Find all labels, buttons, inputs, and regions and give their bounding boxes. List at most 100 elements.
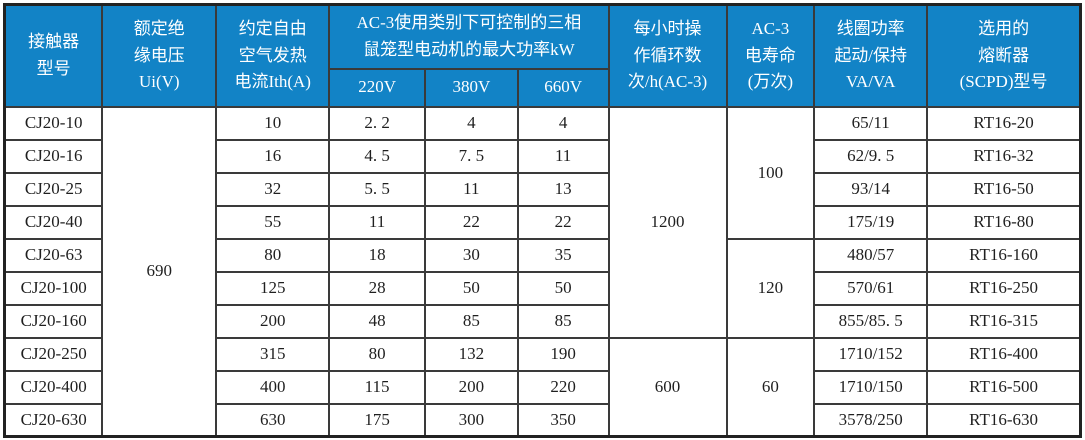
cell-electrical-life: 100 [725, 105, 816, 240]
col-header-660v: 660V [516, 67, 610, 108]
cell-cycles-per-hour: 600 [607, 336, 728, 438]
table-row: CJ20-63 80 18 30 35 120 480/57 RT16-160 [3, 237, 1082, 339]
cell-coil-power: 3578/250 [813, 402, 929, 438]
cell-power-380v: 30 [423, 237, 519, 273]
cell-model: CJ20-25 [3, 171, 104, 207]
cell-insulation-voltage: 690 [101, 105, 218, 438]
cell-fuse-model: RT16-20 [926, 105, 1082, 141]
cell-thermal-current: 400 [215, 369, 331, 405]
col-header-thermal-current: 约定自由 空气发热 电流Ith(A) [215, 3, 331, 108]
cell-thermal-current: 80 [215, 237, 331, 273]
cell-power-380v: 4 [423, 105, 519, 141]
table-header: 接触器 型号 额定绝 缘电压 Ui(V) 约定自由 空气发热 电流Ith(A) … [3, 3, 1082, 108]
table-row: CJ20-630 630 175 300 350 3578/250 RT16-6… [3, 402, 1082, 438]
cell-model: CJ20-400 [3, 369, 104, 405]
cell-thermal-current: 630 [215, 402, 331, 438]
cell-fuse-model: RT16-80 [926, 204, 1082, 240]
cell-model: CJ20-160 [3, 303, 104, 339]
cell-power-660v: 35 [516, 237, 610, 273]
cell-power-380v: 85 [423, 303, 519, 339]
cell-power-660v: 50 [516, 270, 610, 306]
col-header-insulation-voltage: 额定绝 缘电压 Ui(V) [101, 3, 218, 108]
cell-power-220v: 175 [328, 402, 426, 438]
cell-power-380v: 22 [423, 204, 519, 240]
contactor-spec-table: 接触器 型号 额定绝 缘电压 Ui(V) 约定自由 空气发热 电流Ith(A) … [3, 3, 1082, 438]
cell-coil-power: 62/9. 5 [813, 138, 929, 174]
cell-power-220v: 4. 5 [328, 138, 426, 174]
cell-thermal-current: 55 [215, 204, 331, 240]
table-row: CJ20-40 55 11 22 22 175/19 RT16-80 [3, 204, 1082, 240]
col-header-fuse-model: 选用的 熔断器 (SCPD)型号 [926, 3, 1082, 108]
table-row: CJ20-160 200 48 85 85 855/85. 5 RT16-315 [3, 303, 1082, 339]
cell-fuse-model: RT16-32 [926, 138, 1082, 174]
cell-thermal-current: 315 [215, 336, 331, 372]
col-header-380v: 380V [423, 67, 519, 108]
table-row: CJ20-25 32 5. 5 11 13 93/14 RT16-50 [3, 171, 1082, 207]
cell-power-220v: 28 [328, 270, 426, 306]
cell-coil-power: 93/14 [813, 171, 929, 207]
cell-model: CJ20-16 [3, 138, 104, 174]
table-body: CJ20-10 690 10 2. 2 4 4 1200 100 65/11 R… [3, 105, 1082, 438]
cell-coil-power: 1710/150 [813, 369, 929, 405]
cell-fuse-model: RT16-400 [926, 336, 1082, 372]
header-row-main: 接触器 型号 额定绝 缘电压 Ui(V) 约定自由 空气发热 电流Ith(A) … [3, 3, 1082, 108]
cell-power-220v: 5. 5 [328, 171, 426, 207]
cell-power-220v: 48 [328, 303, 426, 339]
cell-thermal-current: 10 [215, 105, 331, 141]
table-row: CJ20-100 125 28 50 50 570/61 RT16-250 [3, 270, 1082, 306]
cell-power-660v: 13 [516, 171, 610, 207]
table-row: CJ20-400 400 115 200 220 1710/150 RT16-5… [3, 369, 1082, 405]
cell-power-660v: 22 [516, 204, 610, 240]
col-header-contactor-model: 接触器 型号 [3, 3, 104, 108]
cell-model: CJ20-10 [3, 105, 104, 141]
cell-power-220v: 80 [328, 336, 426, 372]
cell-coil-power: 480/57 [813, 237, 929, 273]
cell-power-220v: 115 [328, 369, 426, 405]
cell-cycles-per-hour: 1200 [607, 105, 728, 339]
cell-electrical-life: 120 [725, 237, 816, 339]
cell-fuse-model: RT16-315 [926, 303, 1082, 339]
cell-power-220v: 11 [328, 204, 426, 240]
cell-electrical-life: 60 [725, 336, 816, 438]
col-header-220v: 220V [328, 67, 426, 108]
cell-model: CJ20-250 [3, 336, 104, 372]
cell-power-380v: 7. 5 [423, 138, 519, 174]
cell-thermal-current: 125 [215, 270, 331, 306]
cell-power-220v: 18 [328, 237, 426, 273]
cell-power-380v: 132 [423, 336, 519, 372]
header-row-sub: 220V 380V 660V [5, 67, 1081, 108]
cell-coil-power: 570/61 [813, 270, 929, 306]
cell-power-660v: 11 [516, 138, 610, 174]
col-header-cycles-per-hour: 每小时操 作循环数 次/h(AC-3) [607, 3, 728, 108]
col-header-coil-power: 线圈功率 起动/保持 VA/VA [813, 3, 929, 108]
cell-power-660v: 4 [516, 105, 610, 141]
cell-power-380v: 200 [423, 369, 519, 405]
cell-power-380v: 50 [423, 270, 519, 306]
cell-coil-power: 65/11 [813, 105, 929, 141]
cell-power-380v: 11 [423, 171, 519, 207]
col-header-ac3-power-group: AC-3使用类别下可控制的三相 鼠笼型电动机的最大功率kW [328, 3, 610, 70]
cell-power-380v: 300 [423, 402, 519, 438]
col-header-electrical-life: AC-3 电寿命 (万次) [725, 3, 816, 108]
table-row: CJ20-250 315 80 132 190 600 60 1710/152 … [3, 336, 1082, 438]
cell-model: CJ20-100 [3, 270, 104, 306]
cell-power-660v: 85 [516, 303, 610, 339]
cell-coil-power: 855/85. 5 [813, 303, 929, 339]
cell-fuse-model: RT16-160 [926, 237, 1082, 273]
cell-fuse-model: RT16-250 [926, 270, 1082, 306]
cell-coil-power: 1710/152 [813, 336, 929, 372]
cell-model: CJ20-63 [3, 237, 104, 273]
cell-fuse-model: RT16-50 [926, 171, 1082, 207]
table-row: CJ20-10 690 10 2. 2 4 4 1200 100 65/11 R… [3, 105, 1082, 438]
cell-thermal-current: 200 [215, 303, 331, 339]
cell-coil-power: 175/19 [813, 204, 929, 240]
cell-thermal-current: 32 [215, 171, 331, 207]
cell-fuse-model: RT16-630 [926, 402, 1082, 438]
cell-power-660v: 220 [516, 369, 610, 405]
cell-model: CJ20-630 [3, 402, 104, 438]
cell-power-660v: 350 [516, 402, 610, 438]
cell-power-220v: 2. 2 [328, 105, 426, 141]
table-row: CJ20-16 16 4. 5 7. 5 11 62/9. 5 RT16-32 [3, 138, 1082, 174]
cell-model: CJ20-40 [3, 204, 104, 240]
cell-power-660v: 190 [516, 336, 610, 372]
